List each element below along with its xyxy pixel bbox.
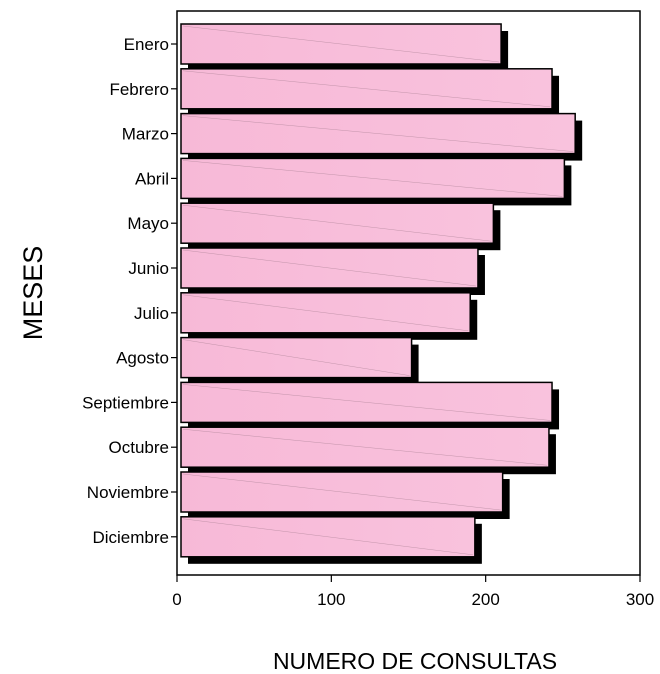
y-tick-label-junio: Junio bbox=[128, 259, 169, 278]
y-tick-label-octubre: Octubre bbox=[109, 438, 169, 457]
x-tick-label-200: 200 bbox=[471, 590, 499, 609]
bar-texture-abril bbox=[182, 160, 563, 197]
y-tick-label-febrero: Febrero bbox=[109, 80, 169, 99]
x-tick-label-100: 100 bbox=[317, 590, 345, 609]
bar-texture-octubre bbox=[182, 428, 547, 466]
bar-texture-septiembre bbox=[182, 384, 551, 421]
bar-texture-julio bbox=[182, 294, 469, 332]
y-tick-label-noviembre: Noviembre bbox=[87, 483, 169, 502]
y-axis-title: MESES bbox=[18, 246, 48, 341]
bar-texture-noviembre bbox=[182, 473, 501, 511]
y-tick-label-septiembre: Septiembre bbox=[82, 393, 169, 412]
y-tick-label-marzo: Marzo bbox=[122, 125, 169, 144]
y-tick-label-julio: Julio bbox=[134, 304, 169, 323]
y-tick-label-agosto: Agosto bbox=[116, 349, 169, 368]
x-ticks: 0 100 200 300 bbox=[172, 575, 654, 609]
bar-texture-junio bbox=[182, 249, 476, 287]
y-tick-label-mayo: Mayo bbox=[127, 214, 169, 233]
bars-group bbox=[180, 23, 583, 564]
bar-texture-diciembre bbox=[182, 518, 473, 556]
y-tick-label-diciembre: Diciembre bbox=[92, 528, 169, 547]
y-tick-labels: Enero Febrero Marzo Abril Mayo Junio Julio Agos… bbox=[82, 35, 177, 547]
x-tick-label-300: 300 bbox=[626, 590, 654, 609]
bar-texture-agosto bbox=[182, 339, 410, 376]
bar-texture-enero bbox=[182, 25, 500, 63]
bar-texture-febrero bbox=[182, 70, 551, 108]
x-tick-label-0: 0 bbox=[172, 590, 181, 609]
bar-texture-marzo bbox=[182, 115, 574, 152]
y-tick-label-enero: Enero bbox=[124, 35, 169, 54]
y-tick-label-abril: Abril bbox=[135, 169, 169, 188]
x-axis-title: NUMERO DE CONSULTAS bbox=[273, 648, 557, 674]
bar-texture-mayo bbox=[182, 204, 492, 242]
